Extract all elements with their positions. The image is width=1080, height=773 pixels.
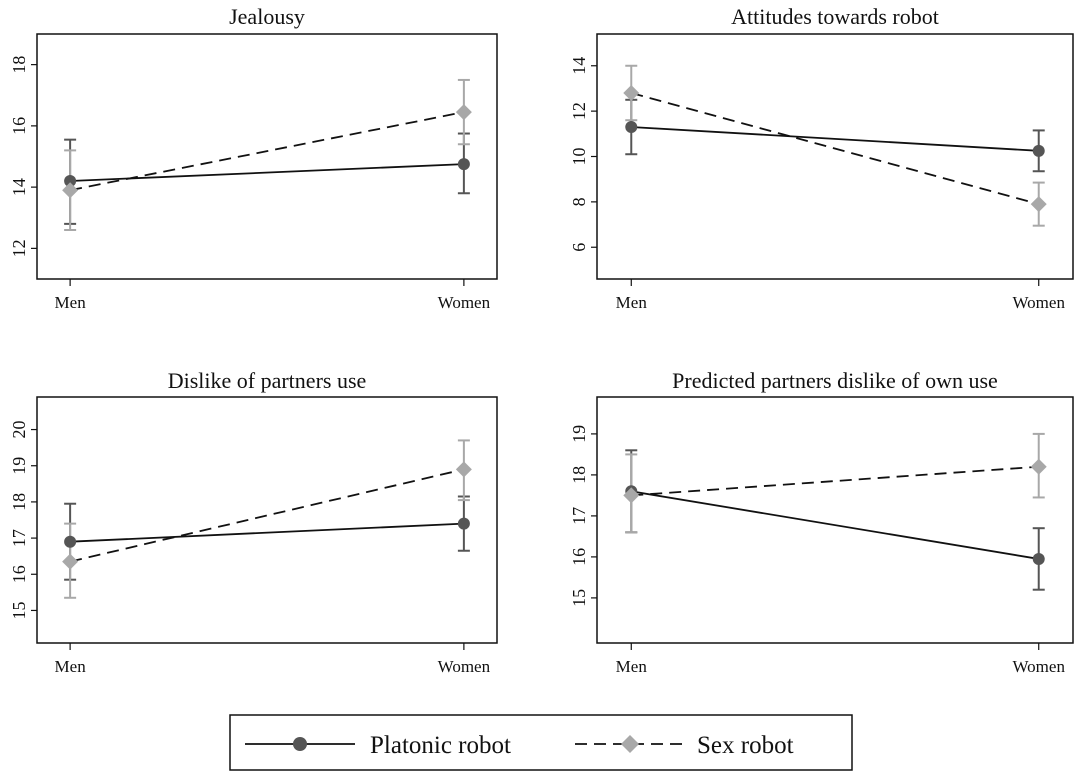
platonic-point [64,535,77,548]
y-tick-label: 12 [569,102,589,120]
legend-label-platonic: Platonic robot [370,732,511,759]
sex-point [1030,196,1047,213]
legend: Platonic robot Sex robot [229,714,853,771]
y-tick-label: 16 [9,117,29,135]
y-tick-label: 8 [569,197,589,206]
y-tick-label: 18 [9,56,29,74]
y-tick-label: 18 [569,466,589,484]
platonic-line [70,163,464,182]
y-tick-label: 16 [569,548,589,566]
sex-point [1030,458,1047,475]
platonic-point [64,175,77,187]
sex-line [631,465,1039,497]
plot-frame [36,396,498,644]
x-tick-label: Women [1013,657,1066,676]
panel-1: Attitudes towards robot 6 8 10 12 14 Men Women [569,4,1074,312]
x-tick-label: Women [438,293,491,312]
y-tick-label: 16 [9,565,29,583]
y-tick-label: 17 [9,529,29,547]
x-tick-label: Men [616,293,648,312]
platonic-line [70,522,464,543]
y-tick-label: 6 [569,243,589,252]
platonic-point [457,158,470,171]
y-tick-label: 15 [9,601,29,619]
y-tick-label: 14 [569,57,589,75]
panel-3: Predicted partners dislike of own use 15 1… [569,368,1074,676]
sex-point [62,553,79,570]
sex-line [69,111,465,192]
x-tick-label: Men [616,657,648,676]
sex-line [69,468,465,563]
y-tick-label: 14 [9,178,29,196]
y-tick-label: 12 [9,239,29,257]
y-tick-label: 18 [9,493,29,511]
legend-box [229,714,853,771]
platonic-point [457,517,470,530]
legend-marker-sex [621,735,639,753]
sex-point [455,104,472,121]
platonic-point [1032,144,1045,157]
sex-point [623,487,640,504]
panel-title: Predicted partners dislike of own use [672,368,998,393]
panel-2: Dislike of partners use 15 16 17 18 19 20 Men Wo… [9,368,498,676]
plot-frame [36,33,498,280]
y-tick-label: 17 [569,507,589,525]
x-tick-label: Men [55,293,87,312]
legend-marker-platonic [293,737,307,751]
y-tick-label: 10 [569,148,589,166]
legend-label-sex: Sex robot [697,732,794,759]
y-tick-label: 19 [9,457,29,475]
y-tick-label: 19 [569,425,589,443]
platonic-point [625,121,638,134]
panel-title: Attitudes towards robot [731,4,939,29]
platonic-line [631,490,1039,560]
panel-title: Dislike of partners use [168,368,367,393]
panel-title: Jealousy [229,4,305,29]
x-tick-label: Women [438,657,491,676]
platonic-line [631,126,1039,152]
plot-frame [596,33,1074,280]
plot-frame [596,396,1074,644]
sex-line [631,92,1039,206]
x-tick-label: Men [55,657,87,676]
sex-point [455,461,472,478]
y-tick-label: 15 [569,589,589,607]
sex-point [62,182,79,199]
sex-point [623,84,640,101]
platonic-point [1032,552,1045,565]
x-tick-label: Women [1013,293,1066,312]
panel-0: Jealousy 12 14 16 18 Men Women [9,4,498,312]
y-tick-label: 20 [9,421,29,439]
